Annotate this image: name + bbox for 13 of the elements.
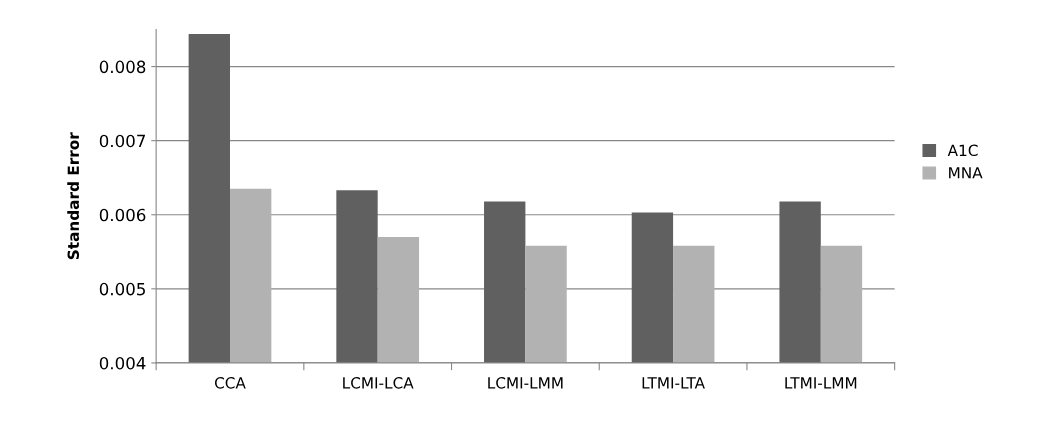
y-tick-label: 0.007 <box>99 134 145 148</box>
x-tick-label: LCMI-LCA <box>343 377 414 389</box>
x-tick-label: LTMI-LMM <box>785 377 857 389</box>
y-tick-label: 0.006 <box>99 208 146 222</box>
y-tick-label: 0.008 <box>99 60 146 74</box>
y-axis-title: Standard Error <box>67 132 80 260</box>
y-tick-label: 0.004 <box>99 356 146 370</box>
x-tick-label: LCMI-LMM <box>488 377 563 389</box>
x-tick-label: CCA <box>214 377 246 389</box>
legend-label: A1C <box>947 144 978 157</box>
x-tick-label: LTMI-LTA <box>642 377 705 389</box>
y-tick-label: 0.005 <box>99 282 145 296</box>
legend-label: MNA <box>949 167 983 179</box>
